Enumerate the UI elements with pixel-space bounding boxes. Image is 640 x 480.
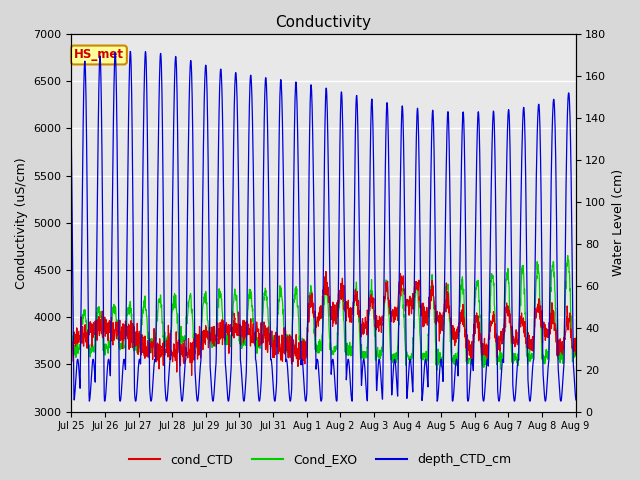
Y-axis label: Water Level (cm): Water Level (cm) [612,169,625,276]
Y-axis label: Conductivity (uS/cm): Conductivity (uS/cm) [15,157,28,288]
Text: HS_met: HS_met [74,48,124,61]
Title: Conductivity: Conductivity [275,15,371,30]
Legend: cond_CTD, Cond_EXO, depth_CTD_cm: cond_CTD, Cond_EXO, depth_CTD_cm [124,448,516,471]
